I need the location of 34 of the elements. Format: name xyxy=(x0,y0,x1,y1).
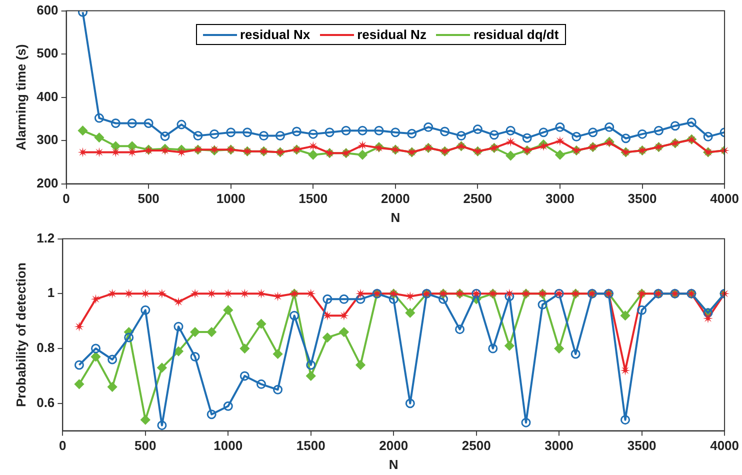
x-tick-label: 1500 xyxy=(296,438,326,454)
x-tick-label: 3500 xyxy=(627,438,656,454)
legend-label: residual Nz xyxy=(357,27,426,42)
x-tick-label: 4000 xyxy=(710,438,739,454)
x-tick-label: 2500 xyxy=(462,438,491,454)
x-tick-label: 3000 xyxy=(546,191,574,206)
x-tick-label: 500 xyxy=(138,191,160,206)
y-tick-label: 500 xyxy=(36,46,58,61)
y-tick-label: 0.6 xyxy=(36,394,55,410)
y-tick-label: 300 xyxy=(36,132,58,148)
y-tick-label: 400 xyxy=(36,88,58,104)
y-tick-label: 1.2 xyxy=(36,230,55,246)
x-tick-label: 2500 xyxy=(463,191,492,206)
y-tick-label: 0.8 xyxy=(36,340,55,356)
x-axis-title: N xyxy=(390,210,400,225)
x-tick-label: 1000 xyxy=(214,438,243,454)
x-tick-label: 3000 xyxy=(544,438,574,454)
legend-label: residual dq/dt xyxy=(473,27,559,42)
y-tick-label: 600 xyxy=(36,2,58,18)
x-tick-label: 2000 xyxy=(379,438,408,454)
x-tick-label: 0 xyxy=(59,438,66,454)
x-tick-label: 4000 xyxy=(710,191,739,206)
y-tick-label: 1 xyxy=(47,285,55,300)
x-tick-label: 500 xyxy=(134,438,156,454)
x-tick-label: 1000 xyxy=(216,191,246,206)
y-axis-title: Probability of detection xyxy=(13,262,28,408)
x-tick-label: 0 xyxy=(62,191,70,206)
x-tick-label: 2000 xyxy=(380,191,410,206)
x-axis-title: N xyxy=(388,456,398,472)
x-tick-label: 3500 xyxy=(628,191,657,206)
y-axis-title: Alarming time (s) xyxy=(13,44,28,150)
legend-label: residual Nx xyxy=(240,27,310,42)
x-tick-label: 1500 xyxy=(298,191,328,206)
y-tick-label: 200 xyxy=(36,175,58,190)
